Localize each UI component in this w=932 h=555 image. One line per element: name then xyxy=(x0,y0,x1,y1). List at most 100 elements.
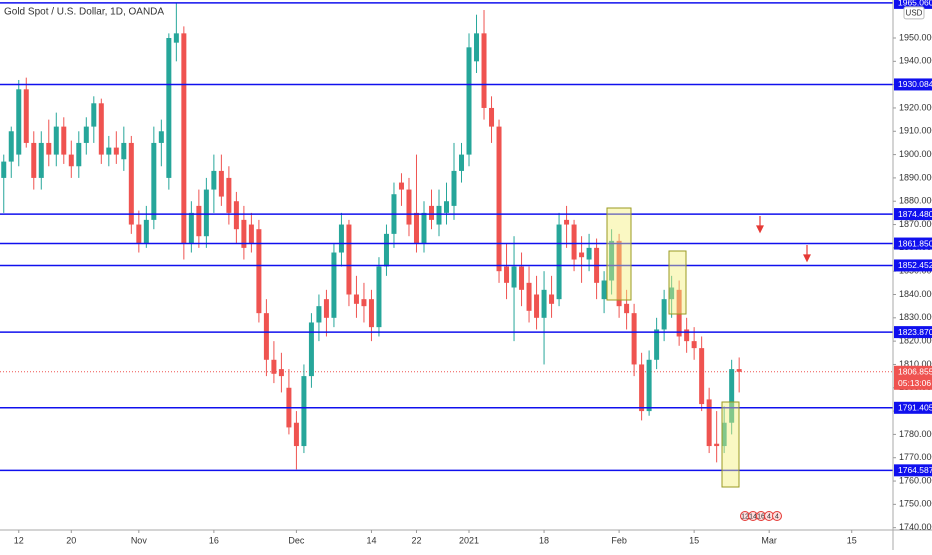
y-tick-label: 1770.000 xyxy=(899,452,932,462)
event-label: 12 xyxy=(741,513,749,520)
y-tick-label: 1820.000 xyxy=(899,336,932,346)
y-tick-label: 1750.000 xyxy=(899,499,932,509)
y-tick-label: 1920.000 xyxy=(899,102,932,112)
highlight-box xyxy=(606,207,632,301)
x-tick-label: 20 xyxy=(66,535,76,545)
candle-body xyxy=(166,38,172,178)
candle-body xyxy=(691,341,697,349)
level-label: 1764.587 xyxy=(898,465,932,475)
candle-body xyxy=(53,126,59,155)
candle-body xyxy=(293,422,299,447)
candle-body xyxy=(1,161,7,178)
candle-body xyxy=(571,224,577,260)
candle-body xyxy=(226,177,232,213)
candle-body xyxy=(196,205,202,237)
candle-body xyxy=(301,376,307,447)
y-tick-label: 1940.000 xyxy=(899,56,932,66)
candle-body xyxy=(609,240,615,281)
highlight-box xyxy=(668,250,687,315)
candle-body xyxy=(601,280,607,300)
event-label: 4 xyxy=(767,513,771,520)
candle-body xyxy=(669,287,675,300)
candle-body xyxy=(579,252,585,258)
x-tick-label: Mar xyxy=(761,535,777,545)
candle-body xyxy=(98,103,104,155)
event-label: 4 xyxy=(775,513,779,520)
candle-body xyxy=(8,131,14,162)
level-label: 1791.405 xyxy=(898,403,932,413)
candle-body xyxy=(564,219,570,225)
candle-body xyxy=(83,126,89,143)
x-tick-label: Dec xyxy=(288,535,305,545)
candle-body xyxy=(151,142,157,220)
candle-body xyxy=(16,89,22,155)
candle-body xyxy=(271,359,277,374)
x-tick-label: 15 xyxy=(847,535,857,545)
candle-body xyxy=(353,294,359,304)
candle-body xyxy=(526,282,532,311)
candle-body xyxy=(121,142,127,160)
candle-body xyxy=(646,359,652,412)
candle-body xyxy=(729,369,735,423)
candle-body xyxy=(549,294,555,304)
level-label-bg xyxy=(894,208,932,221)
candle-body xyxy=(128,142,134,225)
event-label: 16 xyxy=(757,513,765,520)
candle-body xyxy=(263,313,269,360)
candle-body xyxy=(398,182,404,190)
y-tick-label: 1740.000 xyxy=(899,522,932,532)
event-icon xyxy=(772,511,782,521)
candle-body xyxy=(68,154,74,167)
level-label-bg xyxy=(894,464,932,477)
candle-body xyxy=(241,219,247,248)
candle-body xyxy=(158,131,164,143)
candle-body xyxy=(489,107,495,127)
candle-body xyxy=(188,212,194,244)
level-label-bg xyxy=(894,259,932,272)
arrow-down xyxy=(803,245,811,263)
x-tick-label: 18 xyxy=(539,535,549,545)
candle-body xyxy=(203,189,209,237)
level-label: 1852.452 xyxy=(898,260,932,270)
candle-body xyxy=(331,252,337,318)
candle-body xyxy=(368,299,374,328)
plot xyxy=(0,2,893,472)
level-label: 1965.060 xyxy=(898,0,932,8)
x-tick-label: 15 xyxy=(689,535,699,545)
candle-body xyxy=(383,233,389,267)
candle-body xyxy=(474,33,480,62)
candle-body xyxy=(459,154,465,171)
candle-body xyxy=(248,224,254,244)
candle-body xyxy=(113,147,119,155)
y-tick-label: 1890.000 xyxy=(899,172,932,182)
candle-body xyxy=(661,299,667,330)
candle-body xyxy=(256,229,262,314)
level-label: 1874.480 xyxy=(898,209,932,219)
candle-body xyxy=(346,224,352,295)
candle-body xyxy=(496,126,502,272)
candle-body xyxy=(233,201,239,230)
y-tick-label: 1910.000 xyxy=(899,126,932,136)
candle-body xyxy=(444,201,449,213)
candle-body xyxy=(721,422,727,447)
level-label-bg xyxy=(894,78,932,91)
candle-body xyxy=(308,322,314,377)
y-tick-label: 1950.000 xyxy=(899,32,932,42)
countdown-label: 05:13:06 xyxy=(898,378,931,388)
candle-body xyxy=(38,142,44,178)
candle-body xyxy=(624,303,630,314)
candle-body xyxy=(631,313,637,365)
level-label-bg xyxy=(894,0,932,9)
candle-body xyxy=(639,364,645,412)
candle-body xyxy=(316,306,322,323)
candle-body xyxy=(706,399,712,447)
candle-body xyxy=(504,266,510,283)
candle-body xyxy=(218,170,224,197)
candle-body xyxy=(31,142,37,178)
candle-body xyxy=(616,240,622,307)
candle-body xyxy=(181,33,187,244)
last-price-bg xyxy=(894,365,932,390)
x-tick-label: 12 xyxy=(14,535,24,545)
candle-body xyxy=(76,142,82,167)
